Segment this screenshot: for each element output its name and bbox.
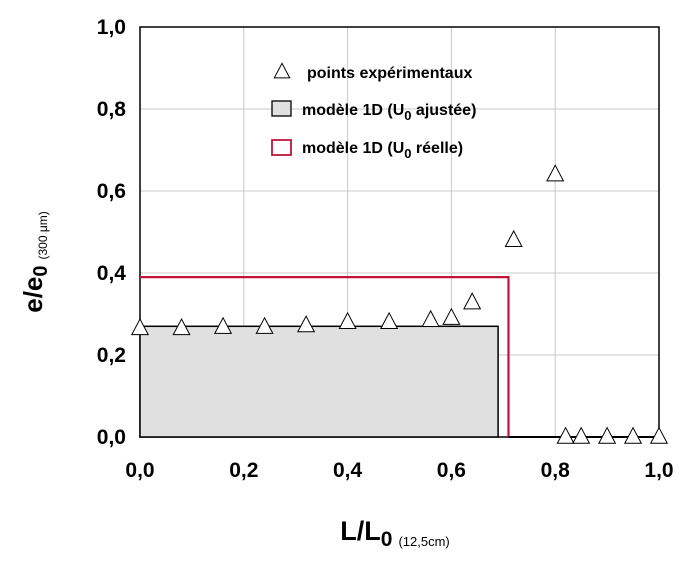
x-tick-label: 0,0 [125,459,154,482]
legend-label-reelle: modèle 1D (U0 réelle) [302,140,463,161]
data-point [598,426,617,444]
y-tick-label: 0,2 [97,344,126,367]
data-point [172,317,191,336]
data-point [572,426,591,444]
model-ajustee-area [139,325,499,438]
data-point [649,426,669,444]
x-tick-label: 0,8 [541,459,571,482]
x-tick-label: 0,6 [437,459,466,482]
data-point [504,229,523,247]
series-layer [130,164,669,444]
legend-marker-ajustee [271,100,292,117]
legend: points expérimentaux modèle 1D (U0 ajusté… [271,62,476,161]
x-tick-label: 0,4 [333,459,363,482]
legend-label-experimental: points expérimentaux [307,65,472,82]
x-tick-label: 0,2 [229,459,258,482]
tick-labels: 0,0 0,2 0,4 0,6 0,8 1,0 0,0 0,2 0,4 0,6 0,8 1,0 [97,16,674,482]
legend-marker-triangle [273,62,291,79]
data-point [442,307,461,325]
legend-marker-reelle [271,139,292,156]
data-point [255,316,274,334]
data-point [213,316,233,334]
y-tick-label: 1,0 [97,16,126,39]
y-tick-label: 0,0 [97,426,126,449]
data-point [421,309,440,327]
model-reelle-line [140,276,510,437]
x-tick-label: 1,0 [644,459,673,482]
legend-label-ajustee: modèle 1D (U0 ajustée) [302,102,476,123]
y-tick-label: 0,6 [97,180,126,203]
x-axis-title: L/L0 (12,5cm) [340,516,449,551]
data-point [623,426,643,444]
data-point [556,426,575,444]
data-point [130,317,150,336]
data-point [380,311,399,329]
data-point [338,311,357,329]
data-point [296,315,316,333]
y-tick-label: 0,4 [97,262,127,285]
y-axis-title: e/e0(300 μm) [18,211,52,313]
axis-titles: L/L0 (12,5cm) e/e0(300 μm) [18,211,450,551]
data-point [463,292,482,310]
data-point [546,164,565,182]
y-tick-label: 0,8 [97,98,127,121]
